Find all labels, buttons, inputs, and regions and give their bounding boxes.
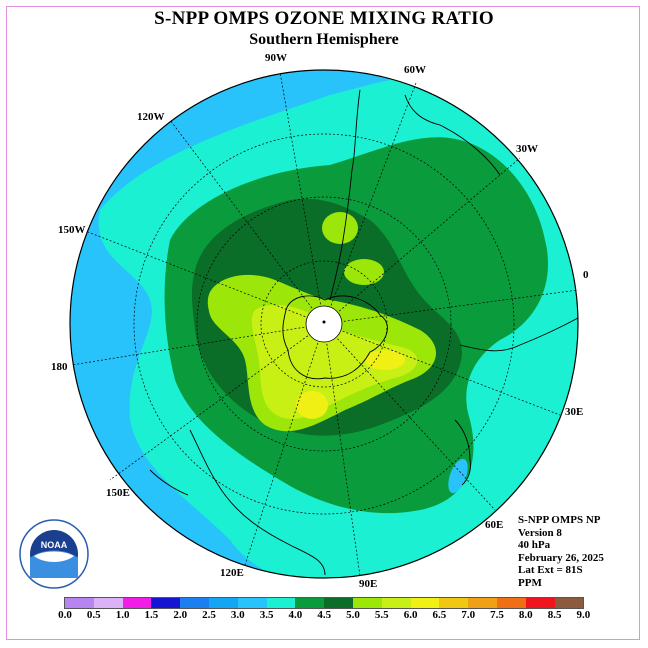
- map-outline: [69, 69, 579, 579]
- meridian-180: [71, 323, 325, 366]
- label-60w: 60W: [404, 64, 426, 76]
- colorbar-tick-9: 4.5: [317, 609, 332, 621]
- colorbar-swatch-17: [554, 598, 584, 608]
- info-units: PPM: [518, 576, 542, 589]
- label-120e: 120E: [220, 567, 244, 579]
- label-150e: 150E: [106, 487, 130, 499]
- colorbar-swatch-14: [468, 598, 497, 608]
- label-0: 0: [583, 269, 589, 281]
- meridian-150e: [109, 323, 325, 481]
- colorbar-swatch-2: [122, 598, 152, 608]
- australia-coast: [189, 429, 326, 576]
- colorbar-tick-14: 7.0: [461, 609, 476, 621]
- colorbar-tick-3: 1.5: [144, 609, 159, 621]
- colorbar-swatch-10: [352, 598, 382, 608]
- colorbar: [64, 597, 585, 609]
- colorbar-tick-6: 3.0: [230, 609, 245, 621]
- colorbar-tick-17: 8.5: [547, 609, 562, 621]
- meridian-grid: [71, 71, 579, 577]
- info-panel: S-NPP OMPS NP Version 8 40 hPa February …: [518, 514, 604, 589]
- label-150w: 150W: [58, 224, 86, 236]
- colorbar-swatch-3: [151, 598, 181, 608]
- ozone-field: [70, 70, 578, 578]
- africa-coast: [459, 317, 578, 352]
- info-level: 40 hPa: [518, 539, 551, 551]
- colorbar-swatch-5: [208, 598, 238, 608]
- colorbar-tick-2: 1.0: [115, 609, 130, 621]
- info-lat-ext: Lat Ext = 81S: [518, 564, 583, 576]
- blob-a: [322, 212, 358, 244]
- label-90e: 90E: [359, 578, 377, 590]
- meridian-60w: [323, 82, 417, 325]
- colorbar-tick-1: 0.5: [86, 609, 101, 621]
- colorbar-tick-15: 7.5: [490, 609, 504, 621]
- colorbar-tick-11: 5.5: [374, 609, 389, 621]
- meridian-30w: [323, 157, 521, 325]
- noaa-logo: NOAA: [19, 519, 89, 589]
- latitude-grid: [133, 133, 515, 515]
- colorbar-swatch-11: [381, 598, 411, 608]
- colorbar-swatch-12: [410, 598, 440, 608]
- band-5-5: [251, 304, 418, 420]
- page-subtitle: Southern Hemisphere: [249, 31, 399, 48]
- meridian-120w: [169, 119, 325, 325]
- info-instrument: S-NPP OMPS NP: [518, 514, 601, 526]
- meridian-90w: [279, 71, 325, 325]
- colorbar-swatch-9: [324, 598, 353, 608]
- label-30e: 30E: [565, 406, 583, 418]
- colorbar-ticks: 0.0 0.5 1.0 1.5 2.0 2.5 3.0 3.5 4.0 4.5 5.0 5.5 6.0 6…: [58, 609, 590, 623]
- colorbar-tick-16: 8.0: [518, 609, 533, 621]
- label-60e: 60E: [485, 519, 503, 531]
- colorbar-swatch-15: [496, 598, 526, 608]
- label-90w: 90W: [265, 52, 287, 64]
- colorbar-tick-8: 4.0: [288, 609, 303, 621]
- peninsula-south-america: [329, 89, 361, 301]
- lat-circle-1: [260, 260, 388, 388]
- polar-cap: [305, 305, 343, 343]
- colorbar-swatch-0: [65, 598, 94, 608]
- colorbar-tick-7: 3.5: [259, 609, 274, 621]
- colorbar-tick-10: 5.0: [346, 609, 360, 621]
- pole-dot: [322, 320, 326, 324]
- band-6-0-a: [296, 391, 328, 419]
- info-date: February 26, 2025: [518, 551, 604, 564]
- label-120w: 120W: [137, 111, 165, 123]
- info-version: Version 8: [518, 526, 562, 539]
- colorbar-swatch-1: [93, 598, 123, 608]
- logo-text: NOAA: [41, 540, 68, 550]
- logo-bird: [34, 551, 74, 562]
- blob-b: [344, 259, 384, 285]
- meridian-90e: [323, 323, 361, 577]
- colorbar-tick-5: 2.5: [202, 609, 216, 621]
- lat-circle-2: [196, 196, 452, 452]
- colorbar-swatch-16: [525, 598, 555, 608]
- colorbar-swatch-6: [237, 598, 267, 608]
- lat-circle-3: [133, 133, 515, 515]
- colorbar-tick-4: 2.0: [173, 609, 188, 621]
- colorbar-swatch-7: [266, 598, 296, 608]
- colorbar-swatch-8: [295, 598, 325, 608]
- patch-60e: [448, 458, 468, 494]
- band-6-0-b: [365, 350, 405, 370]
- madagascar: [454, 419, 471, 486]
- colorbar-tick-13: 6.5: [432, 609, 447, 621]
- colorbar-tick-0: 0.0: [58, 609, 72, 621]
- colorbar-tick-18: 9.0: [576, 609, 591, 621]
- label-180: 180: [51, 361, 68, 373]
- colorbar-tick-12: 6.0: [403, 609, 418, 621]
- page-title: S-NPP OMPS OZONE MIXING RATIO: [154, 8, 494, 29]
- new-zealand: [149, 469, 189, 496]
- colorbar-swatch-13: [439, 598, 469, 608]
- colorbar-swatch-4: [180, 598, 209, 608]
- south-america-east: [404, 94, 501, 176]
- label-30w: 30W: [516, 143, 538, 155]
- meridian-0: [323, 289, 579, 325]
